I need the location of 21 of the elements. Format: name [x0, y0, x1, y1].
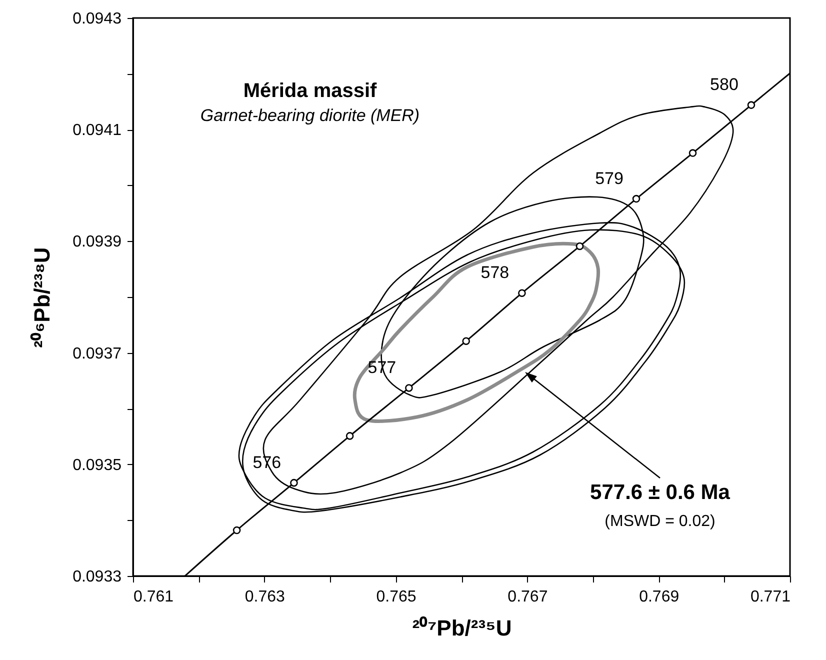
- annotation: 577.6 ± 0.6 Ma: [590, 481, 730, 504]
- y-tick-label: 0.0943: [72, 10, 122, 28]
- text: Garnet-bearing diorite (MER): [200, 106, 420, 125]
- x-tick-label: 0.761: [134, 588, 174, 606]
- annotation: 578: [480, 263, 510, 282]
- x-tick-label: 0.771: [750, 588, 791, 606]
- y-tick-label: 0.0935: [72, 456, 122, 474]
- x-axis-title: ²⁰⁷Pb/²³⁵U: [412, 616, 512, 640]
- x-tick-label: 0.767: [508, 588, 548, 606]
- annotation: 580: [710, 75, 738, 94]
- y-axis-title: ²⁰⁶Pb/²³⁸U: [30, 247, 55, 348]
- annotation: (MSWD = 0.02): [604, 513, 716, 530]
- y-tick-label: 0.0941: [72, 122, 122, 140]
- annotation: 579: [595, 168, 624, 188]
- y-tick-label: 0.0939: [72, 234, 122, 251]
- y-tick-label: 0.0933: [72, 568, 122, 586]
- x-tick-label: 0.769: [639, 588, 680, 606]
- x-tick-label: 0.765: [376, 588, 416, 606]
- y-tick-label: 0.0937: [72, 345, 122, 362]
- text: Mérida massif: [243, 80, 378, 102]
- x-tick-label: 0.763: [244, 588, 286, 606]
